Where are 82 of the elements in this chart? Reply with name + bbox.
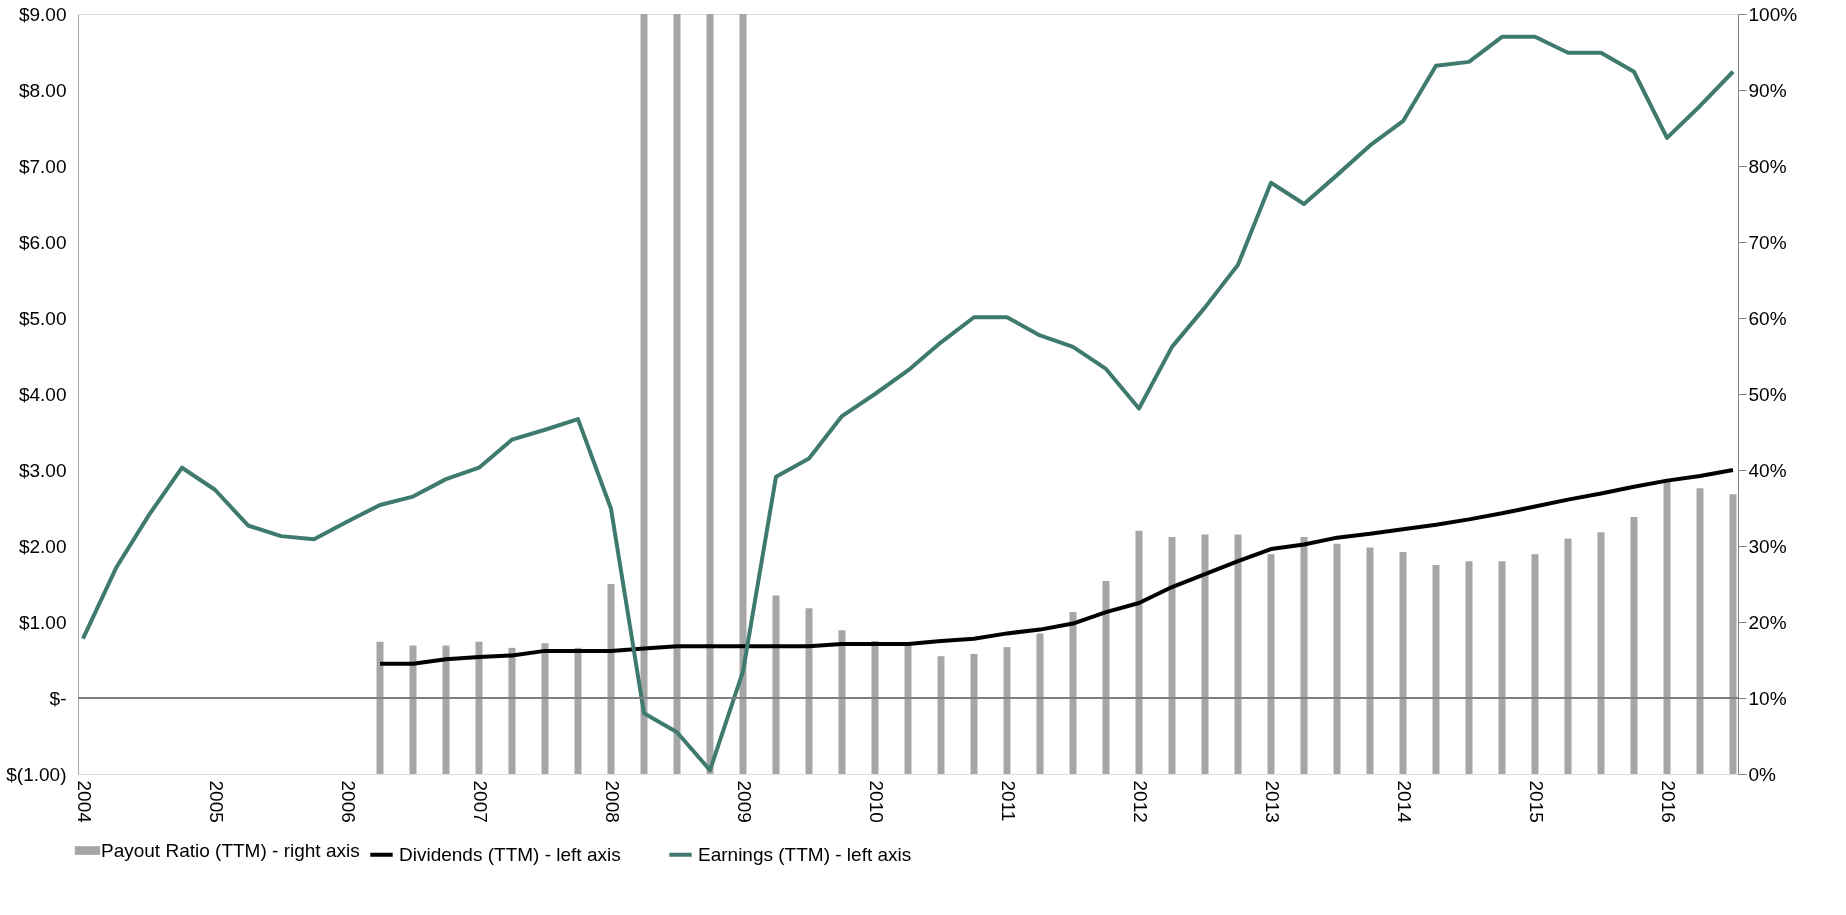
- bar: [838, 630, 846, 774]
- bar: [871, 641, 879, 774]
- bar: [1696, 488, 1704, 774]
- bar: [1267, 554, 1275, 774]
- bar: [904, 644, 912, 774]
- bar: [1399, 552, 1407, 774]
- bar: [409, 645, 417, 774]
- y-tick-label: $5.00: [18, 307, 67, 329]
- y2-tick-label: 50%: [1748, 383, 1787, 405]
- bar: [1597, 532, 1605, 774]
- legend-label: Dividends (TTM) - left axis: [399, 843, 621, 865]
- line-series: [378, 468, 1735, 666]
- y2-tick-label: 70%: [1748, 231, 1787, 253]
- bar: [1003, 647, 1011, 774]
- x-tick-label: 2011: [997, 780, 1019, 822]
- y2-tick-label: 0%: [1748, 763, 1777, 785]
- y2-tick-label: 90%: [1748, 79, 1787, 101]
- bar: [1531, 554, 1539, 774]
- bar: [442, 645, 450, 774]
- x-tick-label: 2004: [73, 780, 95, 824]
- bar: [1135, 530, 1143, 774]
- bar: [1069, 612, 1077, 774]
- y2-tick-label: 10%: [1748, 687, 1787, 709]
- bar: [508, 647, 516, 774]
- bar: [541, 643, 549, 774]
- bar: [1432, 565, 1440, 774]
- bar: [1168, 536, 1176, 774]
- bar: [1630, 517, 1638, 774]
- y-tick-label: $8.00: [18, 79, 67, 101]
- bar: [640, 14, 648, 774]
- x-tick-label: 2009: [733, 780, 755, 823]
- bar: [1036, 633, 1044, 774]
- bar: [574, 647, 582, 774]
- y-tick-label: $3.00: [18, 459, 67, 481]
- y-tick-label: $4.00: [18, 383, 67, 405]
- y-tick-label: $(1.00): [6, 763, 67, 785]
- bar: [1366, 547, 1374, 774]
- bar: [937, 656, 945, 774]
- bar: [1201, 534, 1209, 774]
- bar: [1663, 479, 1671, 774]
- bar: [1234, 534, 1242, 774]
- y2-tick-label: 80%: [1748, 155, 1787, 177]
- x-tick-label: 2008: [601, 780, 623, 823]
- x-tick-label: 2010: [865, 780, 887, 823]
- bar: [739, 14, 747, 774]
- y-tick-label: $-: [49, 687, 67, 709]
- bar: [1465, 561, 1473, 774]
- x-tick-label: 2007: [469, 780, 491, 823]
- y-tick-label: $9.00: [18, 3, 67, 25]
- x-tick-label: 2005: [205, 780, 227, 823]
- legend-label: Payout Ratio (TTM) - right axis: [101, 839, 360, 861]
- bar: [1102, 580, 1110, 774]
- bar: [1498, 561, 1506, 774]
- y2-tick-label: 20%: [1748, 611, 1787, 633]
- x-tick-label: 2016: [1657, 780, 1679, 823]
- x-tick-label: 2006: [337, 780, 359, 823]
- bar: [805, 608, 813, 774]
- bar: [376, 641, 384, 774]
- y2-tick-label: 30%: [1748, 535, 1787, 557]
- y-tick-label: $1.00: [18, 611, 67, 633]
- bar: [673, 14, 681, 774]
- x-tick-label: 2014: [1393, 780, 1415, 824]
- y2-tick-label: 100%: [1748, 3, 1798, 25]
- bar: [607, 584, 615, 774]
- x-tick-label: 2013: [1261, 780, 1283, 823]
- y2-tick-label: 40%: [1748, 459, 1787, 481]
- y-tick-label: $2.00: [18, 535, 67, 557]
- bar: [970, 653, 978, 774]
- bar: [1300, 536, 1308, 774]
- bar: [1564, 538, 1572, 774]
- y2-tick-label: 60%: [1748, 307, 1787, 329]
- line-series: [81, 34, 1735, 773]
- bar: [1729, 494, 1737, 774]
- bar: [772, 595, 780, 774]
- x-tick-label: 2015: [1525, 780, 1547, 823]
- legend-label: Earnings (TTM) - left axis: [698, 843, 912, 865]
- bar: [1333, 543, 1341, 774]
- y-tick-label: $6.00: [18, 231, 67, 253]
- bar: [475, 641, 483, 774]
- bar: [706, 14, 714, 774]
- x-tick-label: 2012: [1129, 780, 1151, 823]
- y-tick-label: $7.00: [18, 155, 67, 177]
